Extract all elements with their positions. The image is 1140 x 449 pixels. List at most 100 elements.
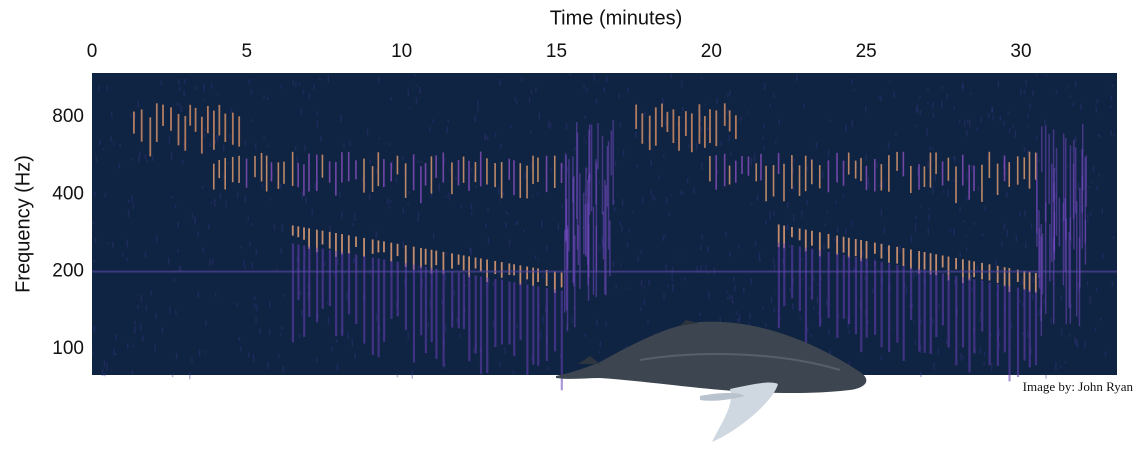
streak [1053, 168, 1056, 253]
noise [139, 151, 141, 158]
noise [145, 159, 148, 162]
streak [1084, 157, 1087, 244]
noise [276, 269, 279, 272]
streak [474, 275, 477, 354]
hum-line [92, 270, 1117, 273]
streak [923, 252, 926, 270]
noise [801, 257, 803, 260]
noise [364, 182, 366, 188]
noise [762, 306, 765, 310]
streak [873, 159, 876, 192]
noise [415, 97, 418, 104]
streak [896, 151, 898, 171]
streak [537, 157, 539, 183]
noise [561, 205, 563, 208]
streak [347, 151, 350, 182]
streak [842, 160, 845, 186]
noise [236, 302, 239, 307]
noise [791, 303, 794, 310]
streak [149, 117, 152, 157]
noise [983, 352, 986, 357]
noise [280, 326, 283, 331]
noise [411, 370, 414, 379]
noise [1097, 134, 1099, 137]
streak [910, 267, 913, 321]
streak [961, 154, 964, 186]
noise [145, 305, 148, 312]
noise [255, 142, 257, 150]
noise [946, 93, 948, 100]
noise [984, 206, 987, 211]
noise [1089, 296, 1091, 304]
streak [783, 163, 785, 202]
noise [886, 247, 889, 251]
streak [355, 160, 357, 180]
noise [740, 116, 742, 122]
streak [955, 276, 958, 366]
noise [612, 261, 615, 267]
noise [686, 178, 689, 184]
streak [888, 245, 890, 263]
noise [637, 255, 639, 263]
noise [933, 362, 935, 370]
noise [273, 224, 276, 231]
noise [773, 308, 776, 313]
noise [326, 301, 329, 305]
streak [231, 156, 234, 183]
noise [716, 97, 719, 105]
noise [943, 190, 945, 194]
streak [715, 110, 718, 147]
streak [513, 282, 516, 357]
streak [723, 153, 726, 187]
noise [1030, 347, 1032, 354]
noise [475, 185, 478, 189]
noise [920, 205, 922, 208]
noise [167, 257, 170, 265]
noise [773, 210, 775, 216]
noise [700, 244, 702, 250]
noise [762, 146, 765, 151]
streak [140, 109, 143, 142]
streak [585, 167, 587, 257]
noise [979, 311, 982, 319]
noise [1037, 313, 1039, 317]
noise [801, 278, 803, 282]
noise [583, 83, 585, 90]
noise [667, 284, 669, 288]
noise [663, 153, 665, 158]
noise [104, 192, 107, 198]
streak [847, 152, 850, 175]
streak [1028, 151, 1031, 189]
noise [707, 246, 709, 253]
noise [214, 139, 217, 145]
streak [170, 107, 172, 131]
noise [701, 264, 703, 268]
noise [701, 76, 703, 80]
streak [341, 152, 343, 183]
streak [200, 116, 203, 154]
x-tick-label: 30 [1010, 41, 1031, 62]
streak [1075, 201, 1078, 317]
streak [1016, 287, 1020, 378]
streak [804, 229, 807, 252]
noise [1025, 79, 1027, 87]
noise [354, 353, 357, 359]
noise [662, 235, 665, 241]
noise [720, 140, 723, 147]
noise [471, 212, 473, 216]
noise [1096, 99, 1099, 104]
streak [641, 113, 644, 144]
streak [791, 155, 793, 189]
noise [773, 264, 776, 271]
streak [873, 242, 876, 254]
noise [459, 333, 461, 338]
noise [701, 234, 703, 240]
noise [919, 95, 921, 100]
noise [443, 157, 446, 164]
noise [734, 285, 736, 292]
noise [530, 89, 533, 95]
noise [817, 311, 820, 314]
streak [1074, 147, 1077, 214]
streak [715, 155, 718, 190]
noise [267, 144, 270, 148]
